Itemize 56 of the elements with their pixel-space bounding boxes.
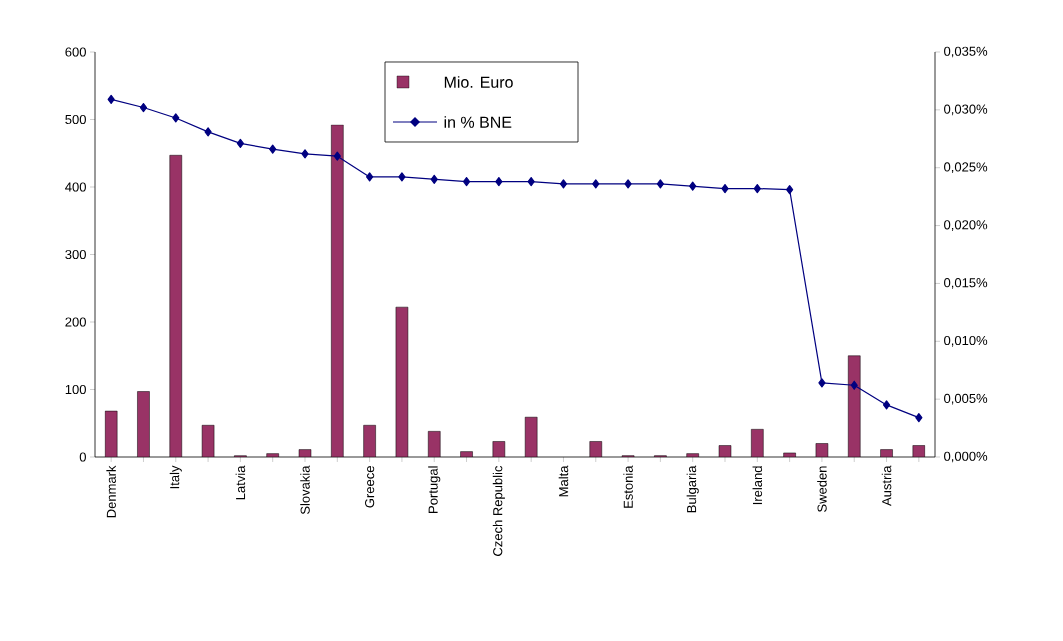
point bbox=[139, 102, 148, 113]
y-tick-label: 200 bbox=[65, 317, 86, 327]
x-tick-label: Czech Republic bbox=[492, 465, 505, 556]
legend-label: Mio. Euro bbox=[444, 76, 513, 88]
y2-tick-label: 0,000% bbox=[944, 451, 988, 463]
point bbox=[269, 144, 277, 154]
y2-tick-label: 0,015% bbox=[944, 278, 988, 289]
x-tick-label: Ireland bbox=[752, 466, 763, 505]
point bbox=[721, 183, 729, 194]
y2-tick-label: 0,010% bbox=[944, 335, 988, 347]
y-tick-label: 0 bbox=[79, 452, 86, 462]
point bbox=[462, 177, 471, 187]
x-tick-label: Slovakia bbox=[300, 465, 310, 515]
x-tick-label: Denmark bbox=[106, 465, 116, 518]
y2-tick-label: 0,035% bbox=[944, 46, 988, 58]
y2-tick-label: 0,025% bbox=[944, 162, 988, 174]
x-tick-label: Malta bbox=[558, 465, 569, 497]
point bbox=[366, 172, 374, 182]
y-tick-label: 600 bbox=[65, 47, 86, 57]
point bbox=[495, 177, 503, 187]
point bbox=[430, 174, 438, 184]
y-tick-label: 100 bbox=[65, 384, 86, 395]
y2-tick-label: 0,030% bbox=[944, 104, 988, 116]
x-tick-label: Italy bbox=[169, 465, 182, 489]
point bbox=[333, 151, 341, 161]
y-tick-label: 400 bbox=[65, 182, 86, 192]
point bbox=[236, 138, 244, 149]
legend-label: in % BNE bbox=[444, 116, 512, 128]
point bbox=[527, 177, 535, 187]
y2-tick-label: 0,020% bbox=[944, 220, 988, 231]
point bbox=[656, 179, 664, 189]
point bbox=[592, 179, 600, 189]
point bbox=[786, 185, 794, 195]
y-tick-label: 300 bbox=[65, 249, 86, 260]
point bbox=[882, 400, 891, 410]
point bbox=[624, 179, 632, 189]
x-tick-label: Estonia bbox=[623, 465, 633, 508]
point bbox=[850, 380, 858, 390]
x-tick-label: Austria bbox=[881, 465, 892, 506]
point bbox=[107, 94, 115, 105]
point bbox=[753, 183, 761, 194]
y-tick-label: 500 bbox=[65, 114, 86, 125]
x-tick-label: Sweden bbox=[817, 466, 827, 512]
x-tick-label: Latvia bbox=[235, 465, 246, 500]
y2-tick-label: 0,005% bbox=[944, 393, 988, 405]
point bbox=[915, 413, 923, 423]
x-tick-label: Bulgaria bbox=[686, 465, 699, 513]
point bbox=[172, 113, 180, 123]
x-tick-label: Greece bbox=[365, 466, 375, 508]
point bbox=[559, 179, 568, 189]
point bbox=[301, 149, 309, 159]
point bbox=[689, 181, 697, 191]
x-tick-label: Portugal bbox=[428, 466, 441, 513]
point bbox=[398, 172, 406, 182]
point bbox=[204, 127, 212, 137]
point bbox=[818, 378, 826, 388]
